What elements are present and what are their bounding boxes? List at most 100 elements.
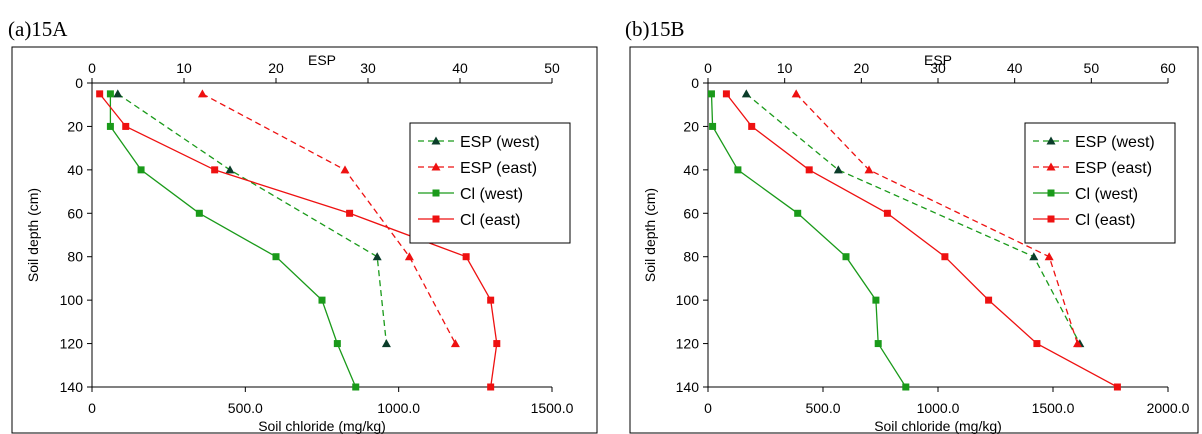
data-point xyxy=(883,209,891,217)
legend-marker xyxy=(432,189,440,197)
legend-marker xyxy=(1047,189,1055,197)
data-point xyxy=(404,252,414,261)
data-point xyxy=(748,122,756,130)
data-point xyxy=(137,166,145,174)
esp-tick-label: 40 xyxy=(452,60,468,76)
series-line-3 xyxy=(99,93,498,388)
esp-tick-label: 0 xyxy=(88,60,96,76)
chloride-tick-label: 1000.0 xyxy=(377,400,420,416)
series-line-2 xyxy=(710,93,907,388)
data-point xyxy=(1113,383,1121,391)
esp-axis-title: ESP xyxy=(924,52,952,68)
esp-tick-label: 10 xyxy=(777,60,793,76)
data-point xyxy=(864,165,874,174)
depth-tick-label: 20 xyxy=(683,118,699,134)
depth-tick-label: 120 xyxy=(676,336,700,352)
data-point xyxy=(833,165,843,174)
depth-tick-label: 140 xyxy=(60,379,84,395)
esp-tick-label: 60 xyxy=(1160,60,1176,76)
depth-tick-label: 0 xyxy=(691,75,699,91)
depth-tick-label: 40 xyxy=(683,162,699,178)
chloride-tick-label: 1500.0 xyxy=(531,400,574,416)
esp-tick-label: 40 xyxy=(1007,60,1023,76)
data-point xyxy=(352,383,360,391)
depth-tick-label: 80 xyxy=(67,249,83,265)
legend-label: ESP (east) xyxy=(460,160,537,177)
legend-marker xyxy=(1047,215,1055,223)
data-point xyxy=(722,90,730,98)
data-point xyxy=(211,166,219,174)
data-point xyxy=(340,165,350,174)
legend-label: Cl (west) xyxy=(460,186,523,203)
data-point xyxy=(487,383,495,391)
esp-tick-label: 0 xyxy=(704,60,712,76)
data-point xyxy=(333,340,341,348)
data-point xyxy=(709,122,717,130)
series-line-1 xyxy=(202,93,456,344)
data-point xyxy=(941,253,949,261)
panel-label-a: (a)15A xyxy=(8,17,68,41)
panel-label-b: (b)15B xyxy=(625,17,685,41)
data-point xyxy=(450,339,460,348)
legend-marker xyxy=(431,136,441,145)
data-point xyxy=(1073,339,1083,348)
data-point xyxy=(113,89,123,98)
data-point xyxy=(794,209,802,217)
data-point xyxy=(985,296,993,304)
chloride-tick-label: 1000.0 xyxy=(917,400,960,416)
data-point xyxy=(106,122,114,130)
data-point xyxy=(1044,252,1054,261)
data-point xyxy=(734,166,742,174)
panel-frame xyxy=(629,46,1199,434)
depth-tick-label: 100 xyxy=(676,292,700,308)
data-point xyxy=(791,89,801,98)
esp-tick-label: 30 xyxy=(930,60,946,76)
legend-marker xyxy=(432,215,440,223)
chloride-tick-label: 500.0 xyxy=(228,400,263,416)
legend-label: Cl (east) xyxy=(460,212,520,229)
series-line-0 xyxy=(745,93,1081,344)
legend-label: ESP (west) xyxy=(460,134,540,151)
series-line-3 xyxy=(725,93,1118,388)
legend-label: Cl (east) xyxy=(1075,212,1135,229)
data-point xyxy=(902,383,910,391)
depth-tick-label: 0 xyxy=(75,75,83,91)
esp-axis-title: ESP xyxy=(308,52,336,68)
data-point xyxy=(346,209,354,217)
chloride-tick-label: 1500.0 xyxy=(1032,400,1075,416)
esp-tick-label: 20 xyxy=(268,60,284,76)
esp-tick-label: 20 xyxy=(854,60,870,76)
x-axis-title: Soil chloride (mg/kg) xyxy=(874,418,1002,434)
data-point xyxy=(462,253,470,261)
legend-label: Cl (west) xyxy=(1075,186,1138,203)
series-line-0 xyxy=(117,93,388,344)
series-line-2 xyxy=(109,93,357,388)
data-point xyxy=(1033,340,1041,348)
data-point xyxy=(842,253,850,261)
esp-tick-label: 10 xyxy=(176,60,192,76)
legend-label: ESP (east) xyxy=(1075,160,1152,177)
chloride-tick-label: 0 xyxy=(704,400,712,416)
y-axis-title: Soil depth (cm) xyxy=(25,188,41,282)
depth-tick-label: 60 xyxy=(683,205,699,221)
legend-label: ESP (west) xyxy=(1075,134,1155,151)
data-point xyxy=(195,209,203,217)
depth-tick-label: 80 xyxy=(683,249,699,265)
data-point xyxy=(872,296,880,304)
depth-tick-label: 40 xyxy=(67,162,83,178)
data-point xyxy=(1029,252,1039,261)
chloride-tick-label: 500.0 xyxy=(805,400,840,416)
chloride-tick-label: 2000.0 xyxy=(1147,400,1190,416)
series-line-1 xyxy=(795,93,1079,344)
depth-tick-label: 100 xyxy=(60,292,84,308)
legend-marker xyxy=(1046,136,1056,145)
depth-tick-label: 120 xyxy=(60,336,84,352)
data-point xyxy=(106,90,114,98)
legend-marker xyxy=(1046,162,1056,171)
chloride-tick-label: 0 xyxy=(88,400,96,416)
data-point xyxy=(805,166,813,174)
data-point xyxy=(318,296,326,304)
y-axis-title: Soil depth (cm) xyxy=(642,188,658,282)
data-point xyxy=(493,340,501,348)
